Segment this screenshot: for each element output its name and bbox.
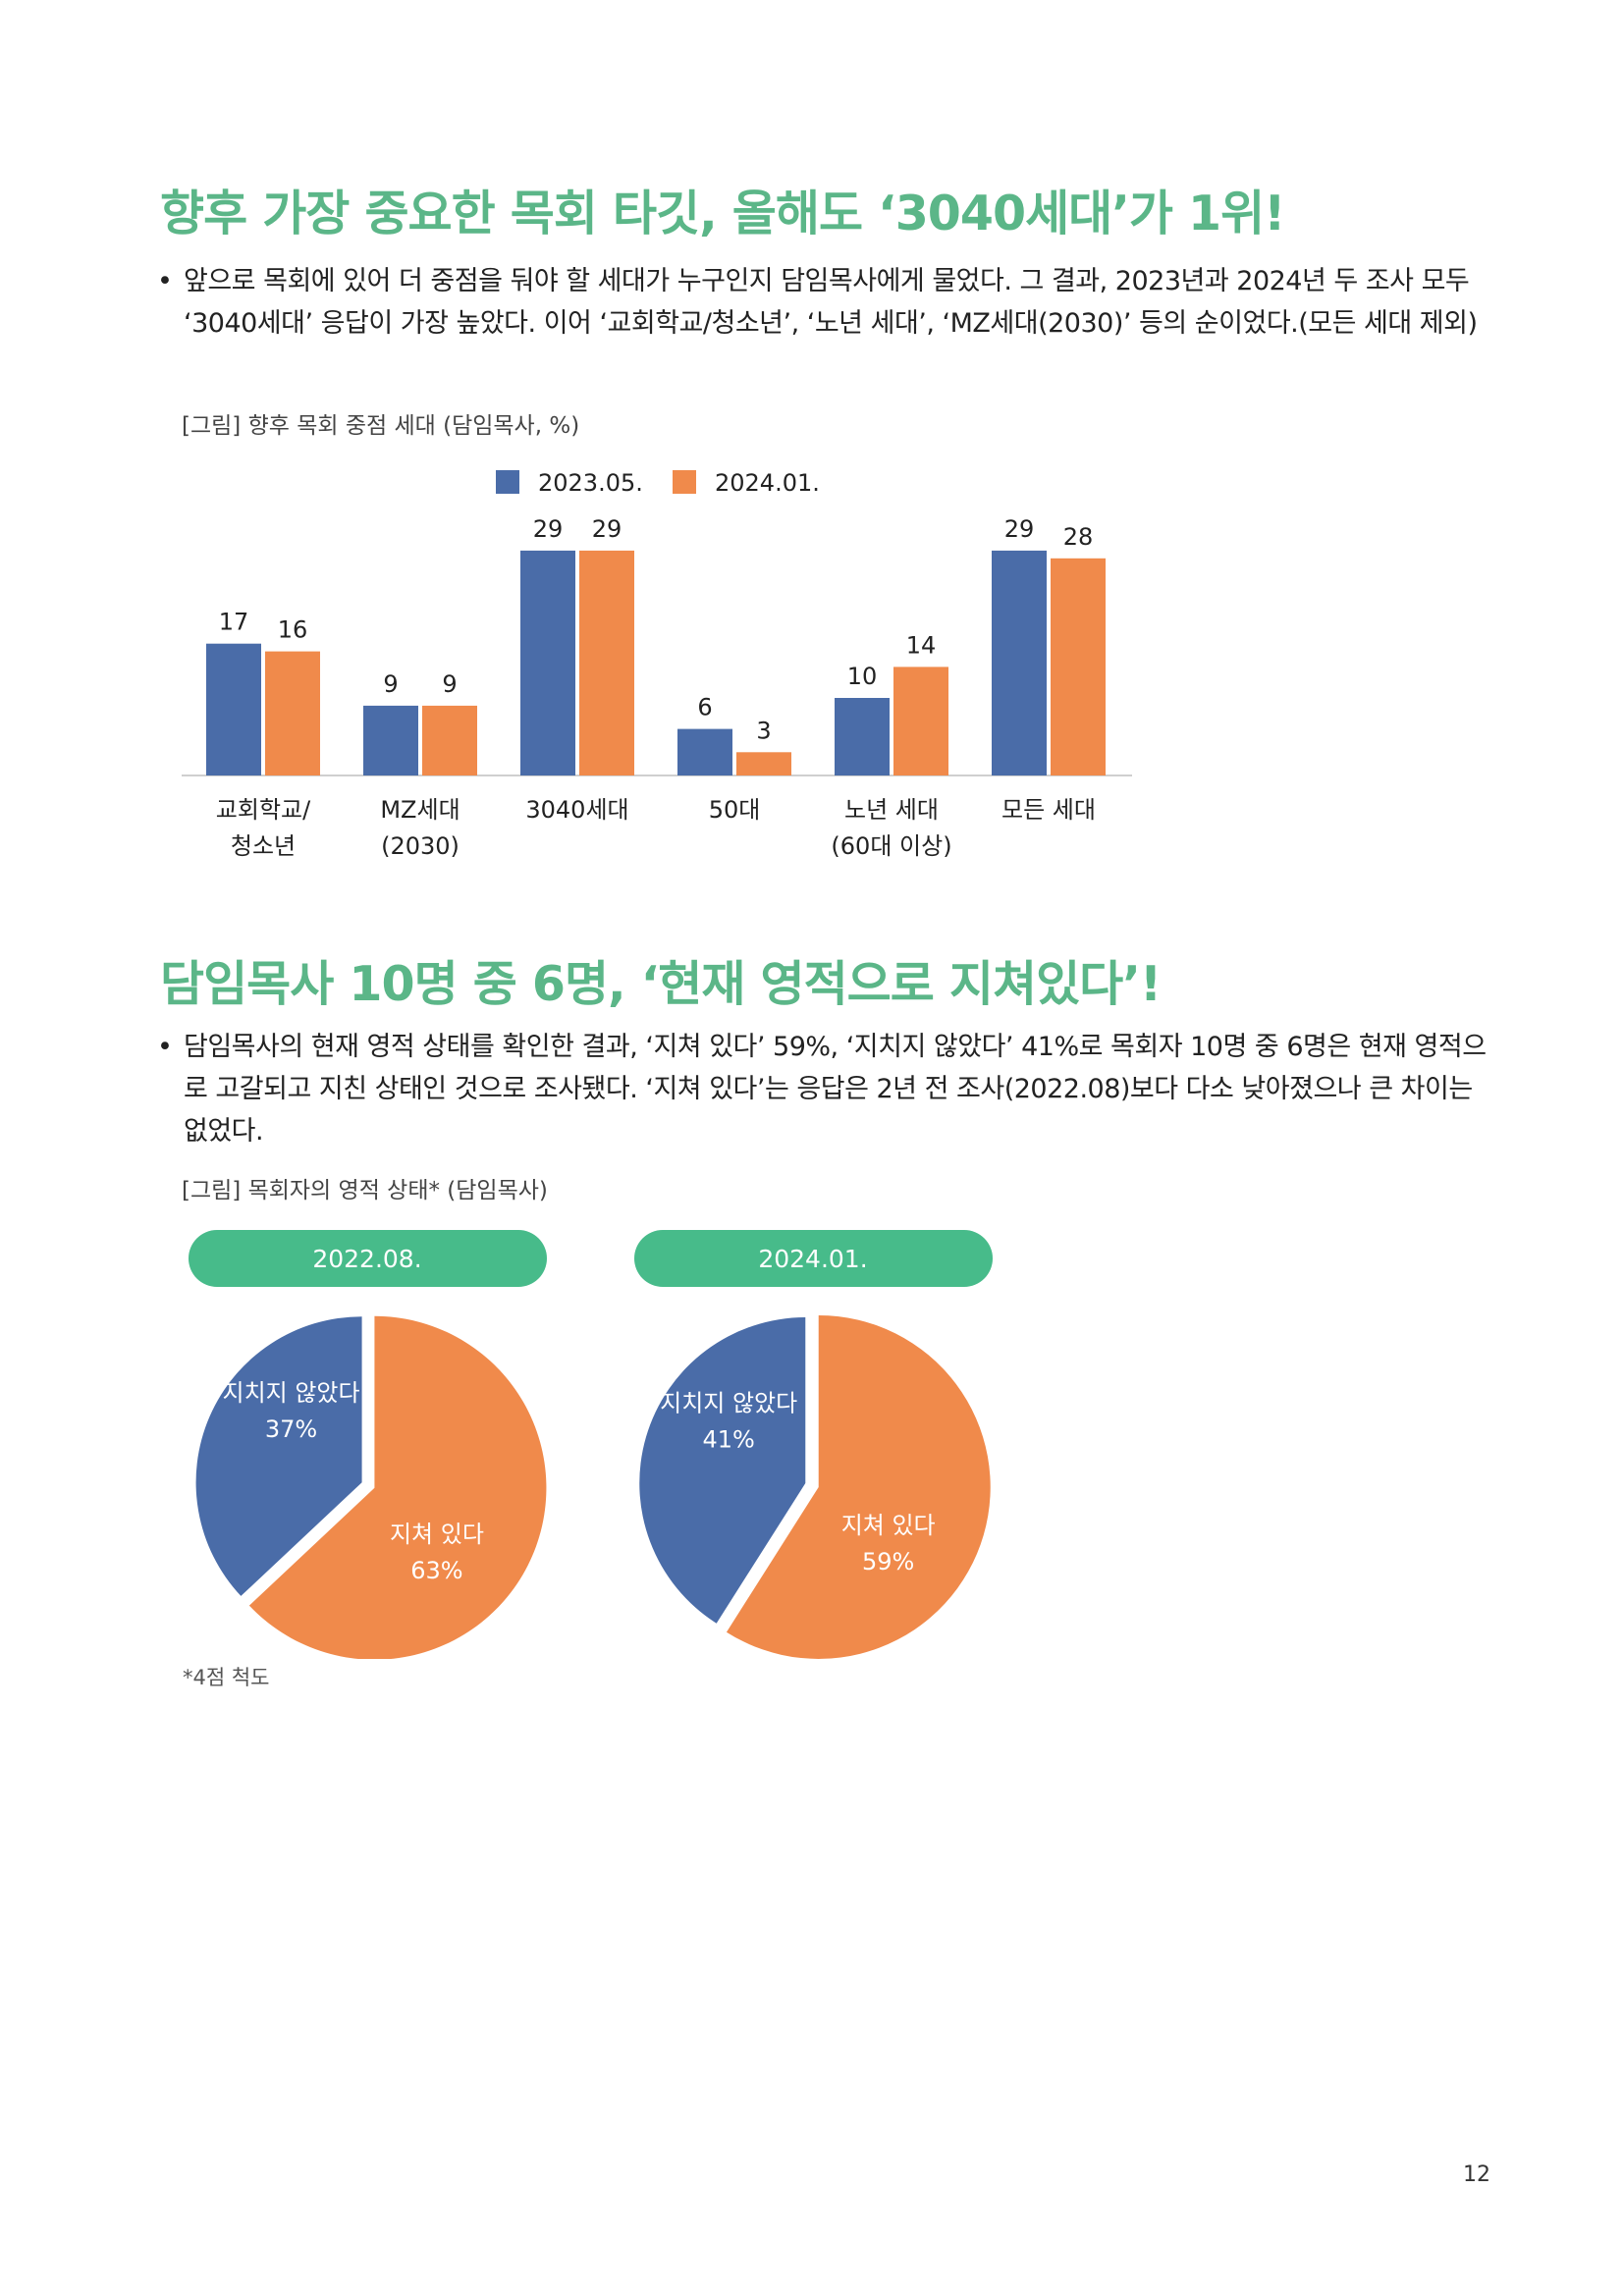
slice-value: 63% — [410, 1557, 462, 1584]
pie-header-pill — [189, 1230, 547, 1287]
category-label: 모든 세대 — [1001, 796, 1096, 824]
data-label: 6 — [697, 694, 712, 721]
bar — [422, 705, 477, 775]
category-label: 노년 세대 — [844, 796, 939, 824]
data-label: 9 — [442, 670, 457, 698]
section2-heading: 담임목사 10명 중 6명, ‘현재 영적으로 지쳐있다’! — [160, 956, 1162, 1012]
section1-heading: 향후 가장 중요한 목회 타깃, 올해도 ‘3040세대’가 1위! — [160, 186, 1286, 241]
page-number: 12 — [1463, 2163, 1490, 2187]
bar — [677, 728, 732, 775]
slice-label: 지쳐 있다 — [841, 1512, 936, 1539]
pie-slice-not-tired — [639, 1317, 806, 1624]
category-label: 교회학교/ — [216, 796, 311, 824]
bar — [1051, 558, 1106, 775]
data-label: 29 — [1004, 515, 1035, 543]
category-label: 50대 — [709, 796, 761, 824]
section1-paragraph: • 앞으로 목회에 있어 더 중점을 둬야 할 세대가 누구인지 담임목사에게 … — [157, 260, 1492, 345]
category-label: (60대 이상) — [831, 832, 951, 860]
slice-label: 지치지 않았다 — [222, 1379, 359, 1407]
legend-label-1: 2023.05. — [538, 469, 643, 497]
legend-swatch-2 — [673, 470, 696, 494]
data-label: 16 — [278, 616, 308, 644]
bullet: • — [157, 266, 173, 296]
bar — [579, 550, 634, 775]
bar-chart-caption: [그림] 향후 목회 중점 세대 (담임목사, %) — [182, 413, 580, 439]
pie-slice-tired — [726, 1314, 991, 1659]
bar — [992, 550, 1047, 775]
data-label: 29 — [533, 515, 564, 543]
slice-value: 37% — [265, 1415, 317, 1443]
bar — [835, 698, 890, 775]
pie-header-pill — [634, 1230, 993, 1287]
pie-slice-not-tired — [195, 1316, 362, 1596]
bar — [206, 643, 261, 775]
pie-slice-tired — [248, 1315, 547, 1659]
data-label: 9 — [383, 670, 398, 698]
data-label: 3 — [756, 717, 771, 744]
category-label: 3040세대 — [525, 796, 628, 824]
bar — [265, 651, 320, 775]
section1-body: 앞으로 목회에 있어 더 중점을 둬야 할 세대가 누구인지 담임목사에게 물었… — [184, 266, 1478, 339]
bar — [893, 667, 948, 775]
data-label: 14 — [906, 631, 937, 659]
slice-label: 지쳐 있다 — [390, 1521, 484, 1548]
slice-value: 41% — [703, 1426, 755, 1454]
bar — [520, 550, 575, 775]
scale-footnote: *4점 척도 — [183, 1666, 270, 1689]
category-label: 청소년 — [231, 832, 296, 860]
pie-header-label: 2024.01. — [758, 1245, 867, 1273]
data-label: 10 — [847, 663, 878, 690]
pie-chart-caption: [그림] 목회자의 영적 상태* (담임목사) — [182, 1178, 548, 1203]
bullet: • — [157, 1032, 173, 1062]
data-label: 17 — [219, 609, 249, 636]
category-label: MZ세대 — [380, 796, 460, 824]
data-label: 28 — [1063, 523, 1094, 551]
section2-body: 담임목사의 현재 영적 상태를 확인한 결과, ‘지쳐 있다’ 59%, ‘지치… — [184, 1032, 1487, 1147]
legend-label-2: 2024.01. — [715, 469, 820, 497]
bar-chart: 2023.05. 2024.01. 17 16 교회학교/청소년 9 9 MZ세대 (2030)… — [182, 469, 1132, 860]
section2-paragraph: • 담임목사의 현재 영적 상태를 확인한 결과, ‘지쳐 있다’ 59%, ‘… — [157, 1026, 1492, 1152]
data-label: 29 — [592, 515, 622, 543]
bar — [363, 705, 418, 775]
pie-charts: 2022.08. 지쳐 있다 63% 지치지 않았다 37% 2024.01. 지쳐 있다 5… — [189, 1230, 993, 1659]
legend-swatch-1 — [496, 470, 519, 494]
slice-label: 지치지 않았다 — [660, 1390, 797, 1417]
pie-header-label: 2022.08. — [312, 1245, 421, 1273]
slice-value: 59% — [862, 1548, 914, 1575]
category-label: (2030) — [381, 832, 460, 860]
bar — [736, 752, 791, 775]
